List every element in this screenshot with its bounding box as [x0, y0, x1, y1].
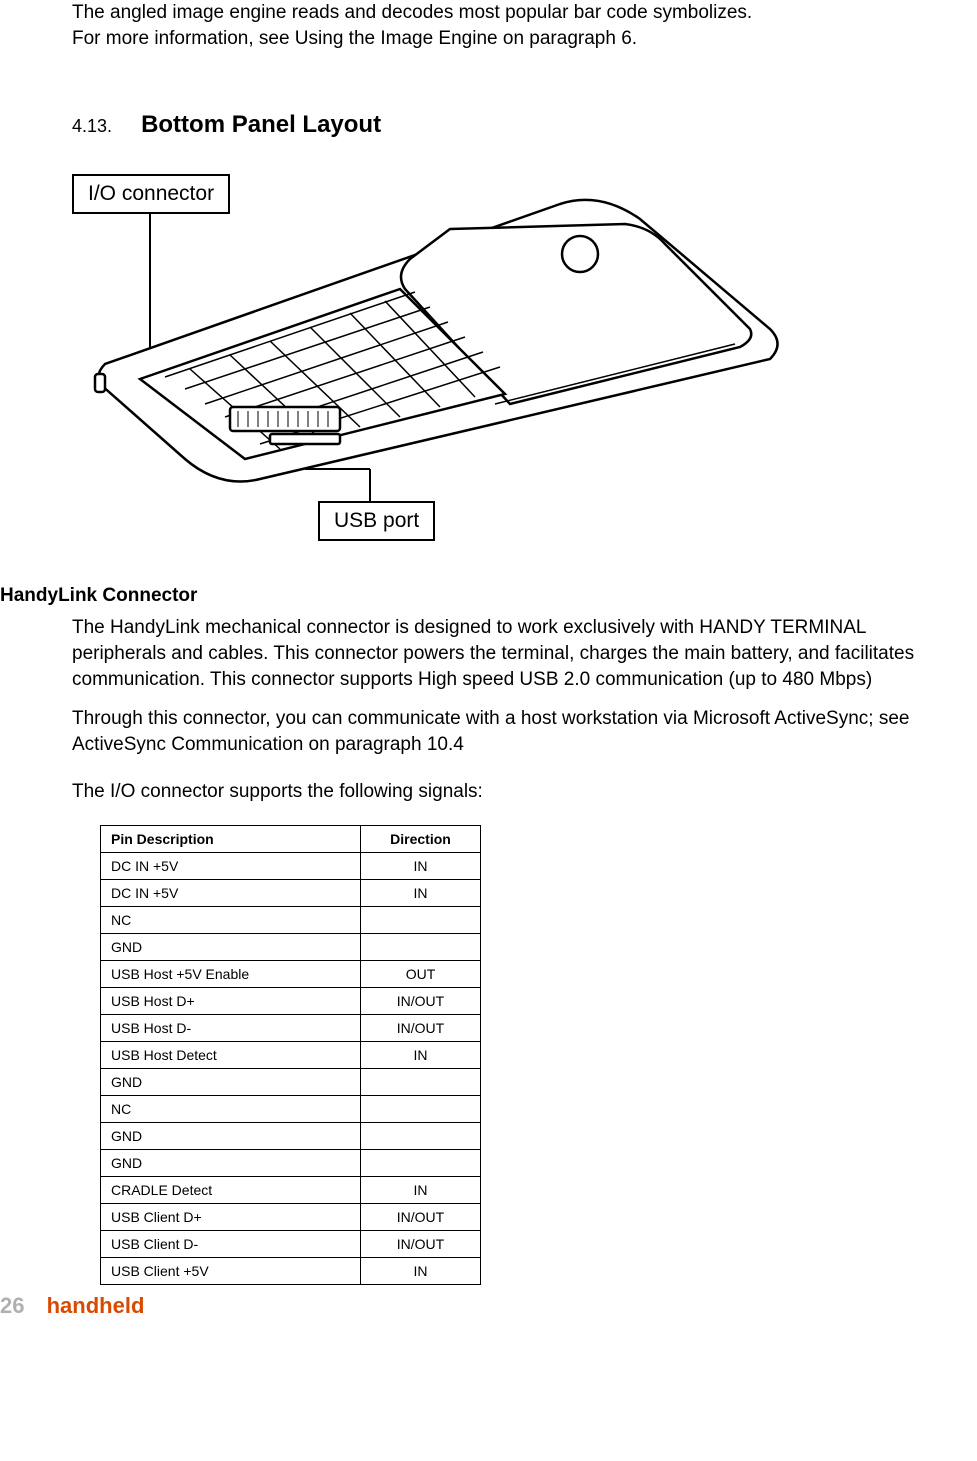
col-direction: Direction — [361, 826, 481, 853]
pin-cell: NC — [101, 1096, 361, 1123]
dir-cell — [361, 1150, 481, 1177]
table-row: USB Client D+IN/OUT — [101, 1204, 481, 1231]
table-row: GND — [101, 934, 481, 961]
table-row: NC — [101, 907, 481, 934]
table-row: DC IN +5VIN — [101, 880, 481, 907]
pin-cell: GND — [101, 1150, 361, 1177]
pin-cell: USB Client D- — [101, 1231, 361, 1258]
table-row: USB Client +5VIN — [101, 1258, 481, 1285]
handylink-p3: The I/O connector supports the following… — [72, 779, 957, 805]
dir-cell — [361, 907, 481, 934]
dir-cell — [361, 1069, 481, 1096]
section-header: 4.13. Bottom Panel Layout — [72, 111, 957, 139]
io-connector-label: I/O connector — [72, 174, 230, 214]
dir-cell — [361, 1096, 481, 1123]
col-pin-description: Pin Description — [101, 826, 361, 853]
device-diagram: I/O connector USB port — [0, 159, 957, 557]
table-row: USB Client D-IN/OUT — [101, 1231, 481, 1258]
dir-cell: IN — [361, 1042, 481, 1069]
pin-cell: USB Host Detect — [101, 1042, 361, 1069]
brand-name: handheld — [47, 1293, 145, 1318]
table-body: DC IN +5VIN DC IN +5VIN NC GND USB Host … — [101, 853, 481, 1285]
handylink-p1: The HandyLink mechanical connector is de… — [72, 615, 957, 692]
page-footer: 26 handheld — [0, 1293, 957, 1319]
table-row: GND — [101, 1150, 481, 1177]
dir-cell: IN/OUT — [361, 1204, 481, 1231]
section-title: Bottom Panel Layout — [141, 111, 381, 138]
pin-cell: USB Host D- — [101, 1015, 361, 1042]
pin-cell: GND — [101, 1069, 361, 1096]
table-header-row: Pin Description Direction — [101, 826, 481, 853]
handylink-heading: HandyLink Connector — [0, 585, 957, 607]
intro-block: The angled image engine reads and decode… — [72, 0, 957, 51]
intro-line2: For more information, see Using the Imag… — [72, 26, 957, 52]
pin-cell: DC IN +5V — [101, 880, 361, 907]
pin-cell: CRADLE Detect — [101, 1177, 361, 1204]
document-page: The angled image engine reads and decode… — [0, 0, 977, 1319]
table-row: CRADLE DetectIN — [101, 1177, 481, 1204]
dir-cell — [361, 1123, 481, 1150]
pin-cell: DC IN +5V — [101, 853, 361, 880]
table-row: DC IN +5VIN — [101, 853, 481, 880]
dir-cell: IN — [361, 880, 481, 907]
signals-table: Pin Description Direction DC IN +5VIN DC… — [100, 825, 481, 1285]
dir-cell: OUT — [361, 961, 481, 988]
pin-cell: USB Client D+ — [101, 1204, 361, 1231]
dir-cell: IN — [361, 853, 481, 880]
handylink-p2: Through this connector, you can communic… — [72, 706, 957, 757]
table-row: USB Host DetectIN — [101, 1042, 481, 1069]
dir-cell: IN/OUT — [361, 1015, 481, 1042]
dir-cell: IN — [361, 1177, 481, 1204]
intro-line1: The angled image engine reads and decode… — [72, 0, 957, 26]
usb-port-label: USB port — [318, 501, 435, 541]
page-number: 26 — [0, 1293, 24, 1318]
pin-cell: GND — [101, 1123, 361, 1150]
pin-cell: GND — [101, 934, 361, 961]
pin-cell: NC — [101, 907, 361, 934]
dir-cell — [361, 934, 481, 961]
pin-cell: USB Host D+ — [101, 988, 361, 1015]
dir-cell: IN/OUT — [361, 988, 481, 1015]
dir-cell: IN — [361, 1258, 481, 1285]
device-illustration — [0, 159, 800, 557]
pin-cell: USB Client +5V — [101, 1258, 361, 1285]
table-row: GND — [101, 1123, 481, 1150]
table-row: GND — [101, 1069, 481, 1096]
table-row: USB Host D-IN/OUT — [101, 1015, 481, 1042]
table-row: NC — [101, 1096, 481, 1123]
table-row: USB Host D+IN/OUT — [101, 988, 481, 1015]
pin-cell: USB Host +5V Enable — [101, 961, 361, 988]
table-row: USB Host +5V EnableOUT — [101, 961, 481, 988]
section-number: 4.13. — [72, 116, 112, 136]
dir-cell: IN/OUT — [361, 1231, 481, 1258]
